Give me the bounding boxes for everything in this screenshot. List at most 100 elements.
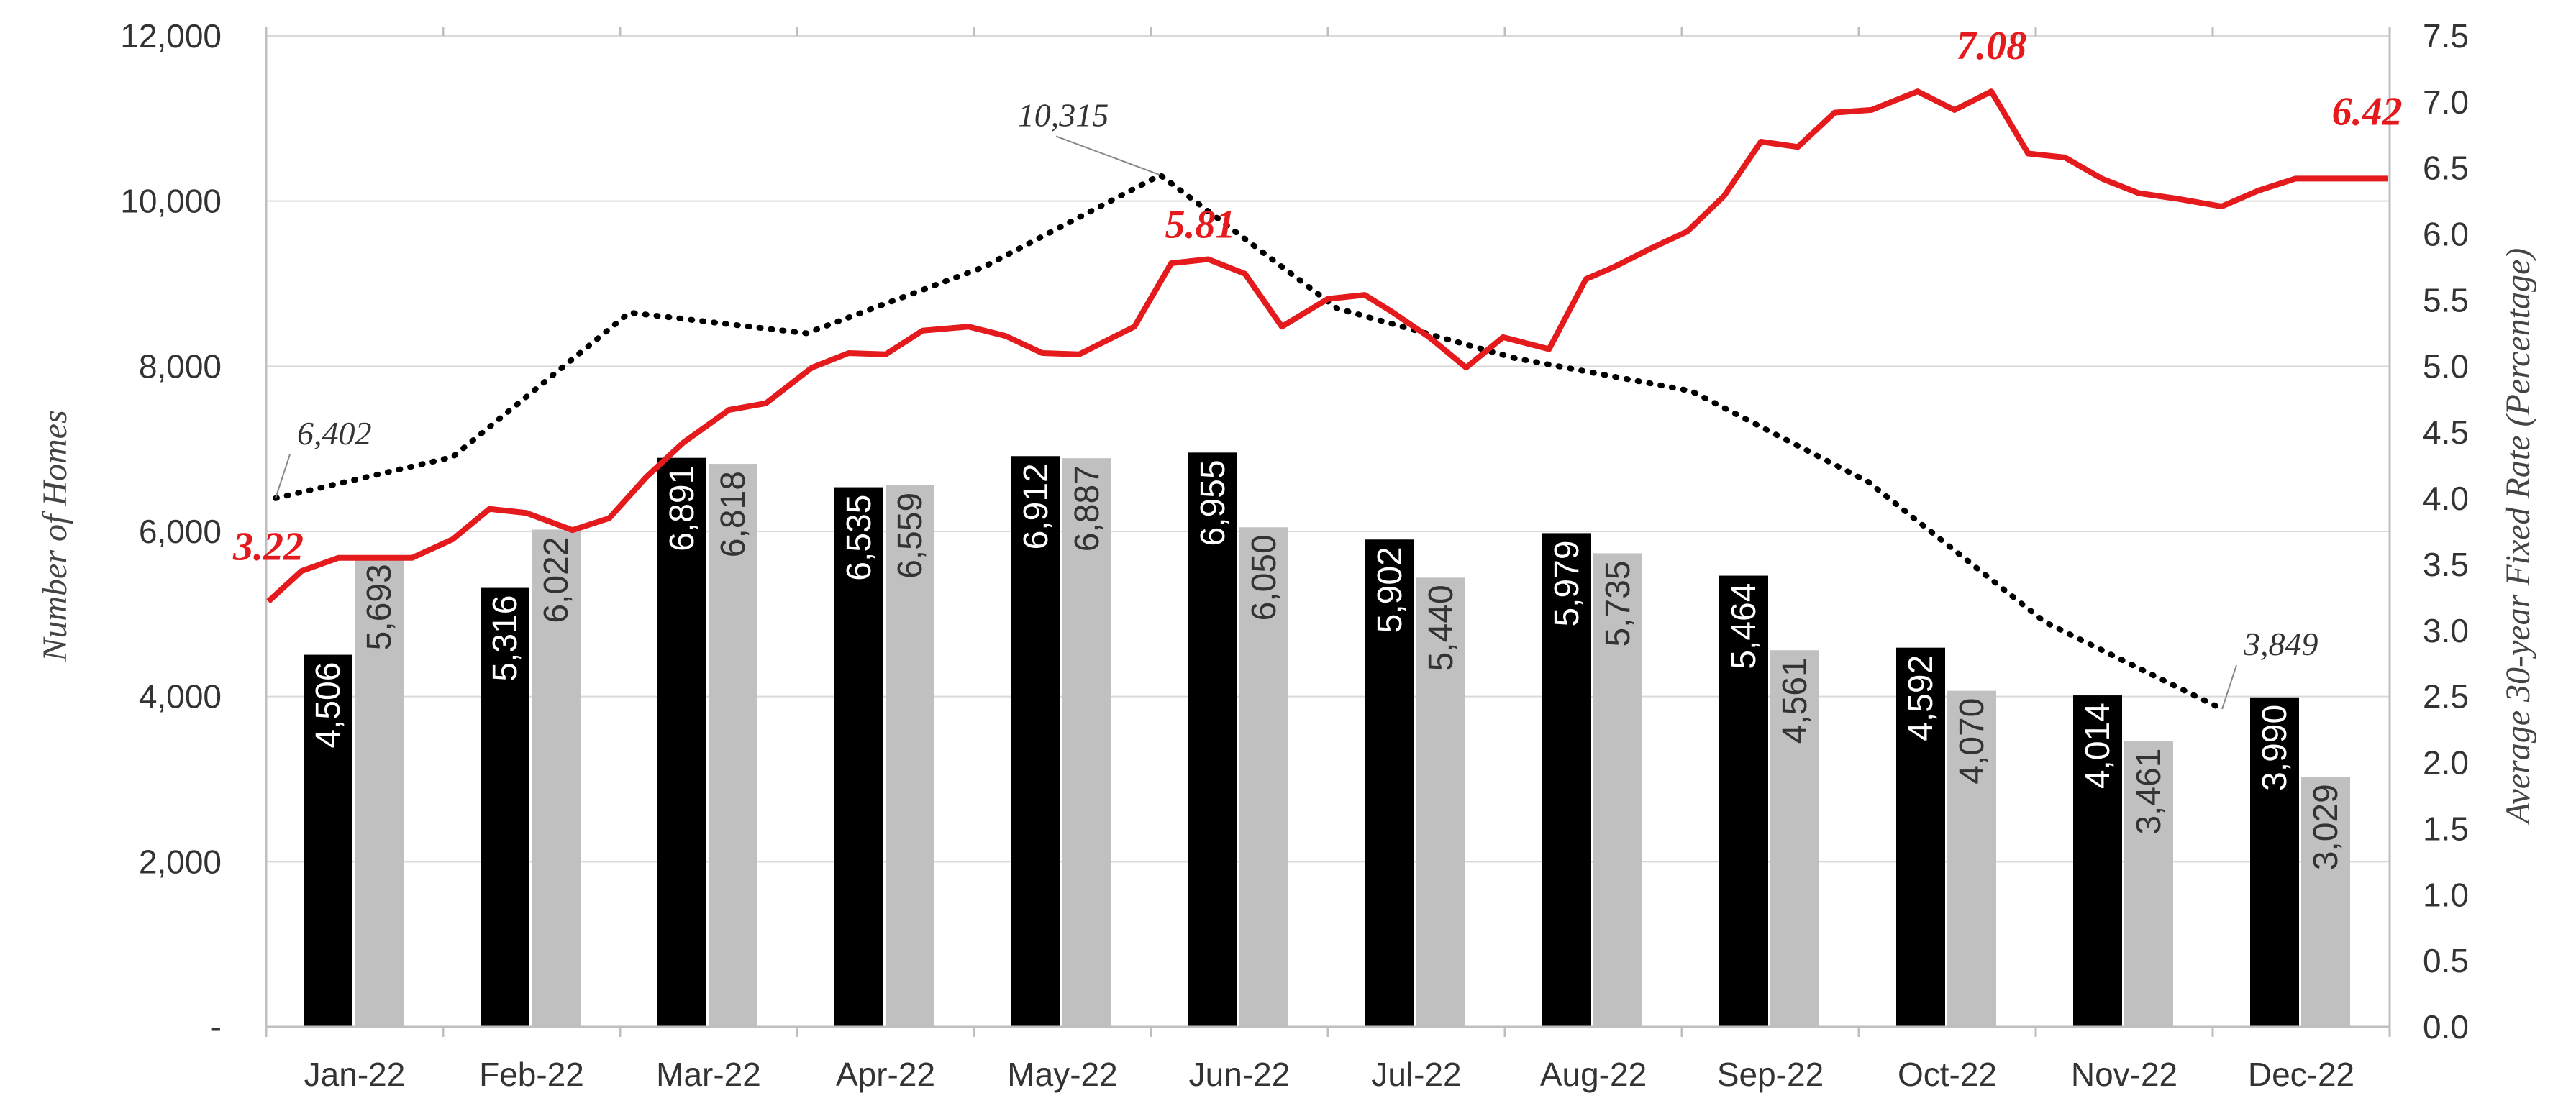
- bar: [2301, 777, 2350, 1027]
- bar-data-label: 5,316: [486, 595, 524, 682]
- x-tick-label: Mar-22: [656, 1056, 761, 1093]
- bar: [834, 487, 883, 1027]
- y-right-tick-label: 0.5: [2423, 942, 2469, 979]
- bar: [1542, 533, 1591, 1027]
- bar: [2124, 741, 2173, 1027]
- bar-data-label: 4,592: [1902, 655, 1940, 741]
- x-tick-label: Nov-22: [2071, 1056, 2177, 1093]
- dotted-line-annotation: 6,402: [297, 415, 372, 452]
- bar-data-label: 5,979: [1548, 540, 1586, 626]
- bar: [886, 485, 934, 1027]
- y-left-tick-label: 8,000: [139, 347, 222, 385]
- bar: [481, 587, 529, 1027]
- dotted-line-annotation: 3,849: [2243, 626, 2318, 662]
- bar: [1239, 527, 1288, 1027]
- bar-data-label: 6,912: [1017, 463, 1055, 549]
- bar-data-label: 3,029: [2307, 784, 2345, 870]
- x-tick-label: Aug-22: [1540, 1056, 1647, 1093]
- annotation-leader: [1055, 135, 1161, 176]
- bar: [532, 529, 581, 1027]
- dotted-line-series: [273, 171, 2225, 713]
- bar-data-label: 6,887: [1068, 465, 1106, 552]
- x-tick-label: Dec-22: [2248, 1056, 2354, 1093]
- bar: [1593, 553, 1642, 1027]
- bar-data-label: 5,464: [1725, 583, 1763, 669]
- rate-line-series: [266, 88, 2388, 604]
- bar: [2073, 695, 2122, 1027]
- x-tick-label: Feb-22: [479, 1056, 584, 1093]
- bar-data-label: 3,990: [2256, 705, 2294, 791]
- y-right-tick-label: 3.0: [2423, 612, 2469, 649]
- y-right-tick-label: 7.5: [2423, 17, 2469, 55]
- y-right-tick-label: 1.5: [2423, 810, 2469, 847]
- y-right-tick-label: 6.5: [2423, 150, 2469, 187]
- rate-line-annotation: 5.81: [1165, 203, 1235, 247]
- bar-data-label: 4,561: [1776, 657, 1814, 744]
- annotation-leader: [275, 454, 291, 499]
- bar-data-label: 6,891: [663, 465, 701, 552]
- y-right-tick-label: 4.0: [2423, 480, 2469, 517]
- y-left-tick-label: 10,000: [120, 183, 222, 220]
- lines: [266, 88, 2388, 713]
- y-right-tick-label: 5.0: [2423, 347, 2469, 385]
- bar: [1062, 458, 1111, 1027]
- x-tick-label: Oct-22: [1898, 1056, 1997, 1093]
- bar-data-label: 4,014: [2079, 703, 2117, 789]
- bar-data-label: 4,070: [1953, 698, 1991, 785]
- y-right-tick-label: 2.0: [2423, 744, 2469, 782]
- bar: [1011, 456, 1060, 1027]
- bar-data-label: 6,050: [1245, 534, 1283, 621]
- y-right-tick-label: 3.5: [2423, 546, 2469, 583]
- y-left-tick-label: 4,000: [139, 678, 222, 715]
- x-tick-label: Apr-22: [836, 1056, 935, 1093]
- x-tick-label: Jul-22: [1371, 1056, 1461, 1093]
- y-right-tick-label: 5.5: [2423, 281, 2469, 319]
- y-right-tick-label: 4.5: [2423, 413, 2469, 451]
- bars: [304, 452, 2350, 1027]
- bar: [1947, 690, 1996, 1027]
- bar-data-label: 3,461: [2130, 749, 2168, 835]
- bar-data-label: 6,955: [1194, 460, 1232, 546]
- y-left-tick-label: -: [211, 1008, 222, 1046]
- y-right-tick-label: 2.5: [2423, 678, 2469, 715]
- bar: [304, 654, 352, 1027]
- rate-line-annotation: 6.42: [2332, 89, 2403, 134]
- y-axis-left-title: Number of Homes: [36, 410, 74, 662]
- bar-data-label: 6,535: [840, 495, 878, 581]
- rate-line-annotation: 3.22: [232, 524, 304, 569]
- y-left-tick-label: 6,000: [139, 513, 222, 550]
- bar: [1719, 575, 1768, 1027]
- y-right-tick-label: 7.0: [2423, 83, 2469, 121]
- y-left-tick-label: 2,000: [139, 843, 222, 880]
- x-tick-label: May-22: [1007, 1056, 1117, 1093]
- bar-data-label: 5,693: [360, 564, 399, 650]
- labels: 4,506 5,316 6,891 6,535 6,912 6,955 5,902 5,979…: [232, 24, 2403, 870]
- x-tick-label: Sep-22: [1717, 1056, 1824, 1093]
- annotation-leader: [2221, 664, 2237, 710]
- y-right-tick-label: 6.0: [2423, 216, 2469, 253]
- bar-data-label: 6,818: [714, 471, 752, 557]
- bar-data-label: 6,559: [891, 493, 929, 579]
- y-right-tick-label: 0.0: [2423, 1008, 2469, 1046]
- y-left-tick-label: 12,000: [120, 17, 222, 55]
- bar: [709, 464, 757, 1027]
- bar: [1188, 452, 1237, 1027]
- axes: - 2,000 4,000 6,000 8,000 10,000 12,000 0.0 0.5 1…: [120, 17, 2469, 1093]
- bar-data-label: 5,735: [1599, 560, 1637, 646]
- bar: [657, 457, 706, 1027]
- bar-data-label: 4,506: [309, 662, 347, 749]
- bar: [1770, 650, 1819, 1027]
- bar: [1896, 647, 1945, 1027]
- bar: [2250, 697, 2299, 1027]
- bar-data-label: 5,440: [1422, 585, 1460, 671]
- x-tick-label: Jun-22: [1189, 1056, 1291, 1093]
- y-right-tick-label: 1.0: [2423, 876, 2469, 913]
- bar: [1365, 539, 1414, 1027]
- bar: [1416, 577, 1465, 1027]
- rate-line-annotation: 7.08: [1956, 24, 2026, 68]
- y-axis-right-title: Average 30-year Fixed Rate (Percentage): [2499, 248, 2537, 826]
- x-tick-label: Jan-22: [304, 1056, 406, 1093]
- bar-data-label: 6,022: [537, 536, 575, 623]
